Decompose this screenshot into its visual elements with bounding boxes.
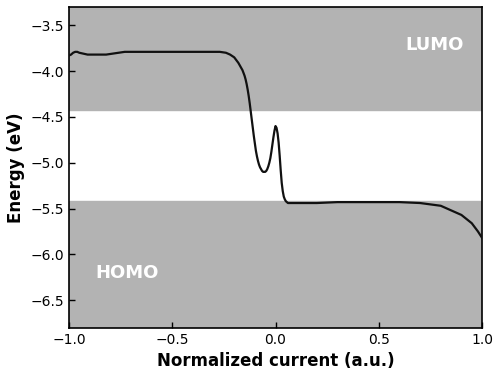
Text: HOMO: HOMO	[95, 264, 158, 282]
Y-axis label: Energy (eV): Energy (eV)	[7, 112, 25, 222]
Bar	[69, 7, 482, 110]
Text: LUMO: LUMO	[406, 37, 464, 54]
Bar	[69, 201, 482, 328]
X-axis label: Normalized current (a.u.): Normalized current (a.u.)	[156, 352, 394, 370]
